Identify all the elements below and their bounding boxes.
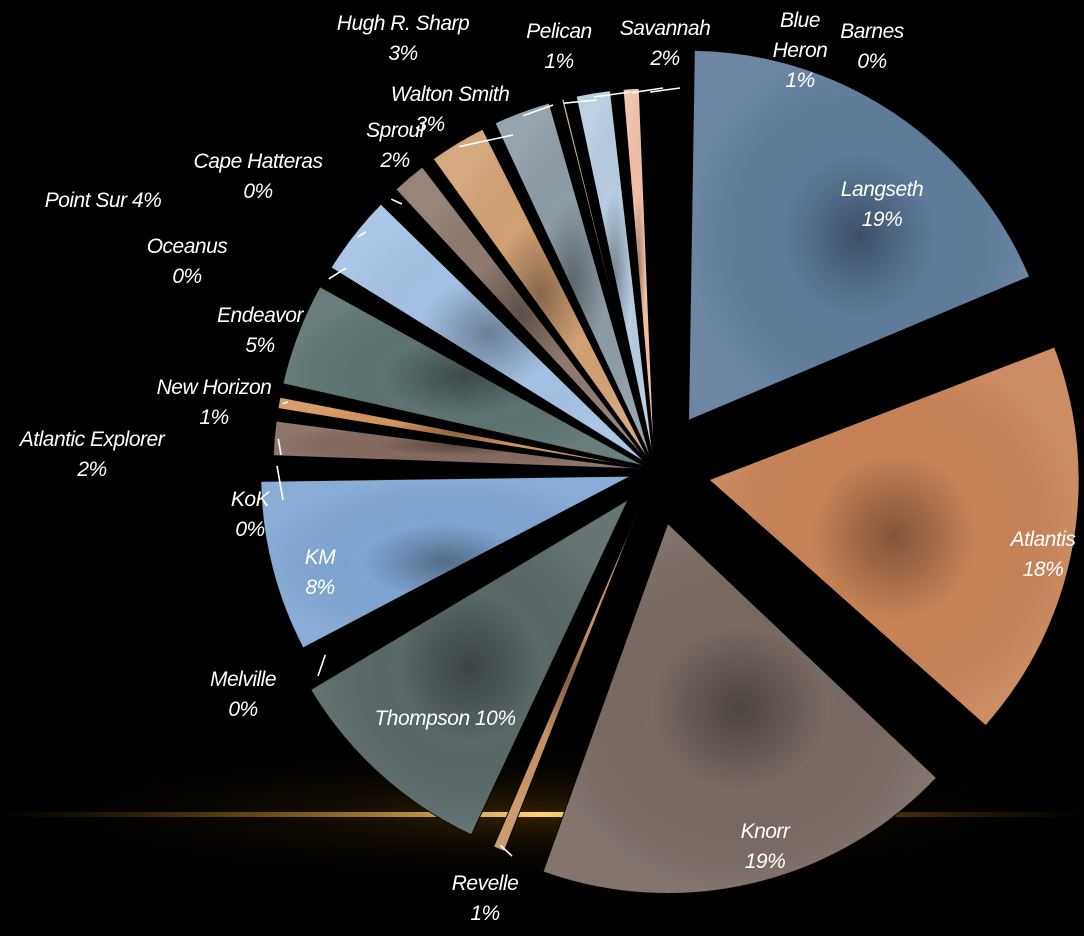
label-new-horizon: New Horizon 1% [157, 376, 272, 429]
leader-line-melville [318, 655, 325, 676]
label-thompson-10: Thompson 10% [374, 707, 515, 730]
slice-langseth [689, 50, 1030, 420]
label-oceanus: Oceanus 0% [147, 235, 229, 288]
label-endeavor: Endeavor 5% [217, 304, 304, 357]
pie-slices [261, 50, 1079, 893]
label-point-sur-4: Point Sur 4% [45, 189, 162, 212]
leader-line-cape-hatteras [391, 199, 402, 204]
label-atlantic-explorer: Atlantic Explorer 2% [18, 428, 166, 481]
label-cape-hatteras: Cape Hatteras 0% [194, 150, 324, 203]
glow-line [0, 812, 1084, 817]
label-melville: Melville 0% [210, 668, 276, 721]
label-barnes: Barnes 0% [840, 20, 905, 73]
label-revelle: Revelle 1% [452, 872, 519, 925]
label-pelican: Pelican 1% [526, 20, 591, 73]
label-hugh-r-sharp: Hugh R. Sharp 3% [337, 12, 469, 65]
